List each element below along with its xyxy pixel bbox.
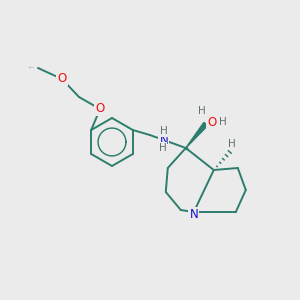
Text: H: H xyxy=(160,126,168,136)
Text: O: O xyxy=(57,73,67,85)
Text: H: H xyxy=(219,117,226,127)
Text: H: H xyxy=(228,139,236,149)
Text: N: N xyxy=(189,208,198,220)
Text: methoxy: methoxy xyxy=(29,66,35,68)
Text: O: O xyxy=(207,116,216,128)
Text: H: H xyxy=(159,143,167,153)
Text: H: H xyxy=(198,106,206,116)
Text: O: O xyxy=(95,103,105,116)
Polygon shape xyxy=(186,122,208,148)
Text: N: N xyxy=(159,134,168,146)
